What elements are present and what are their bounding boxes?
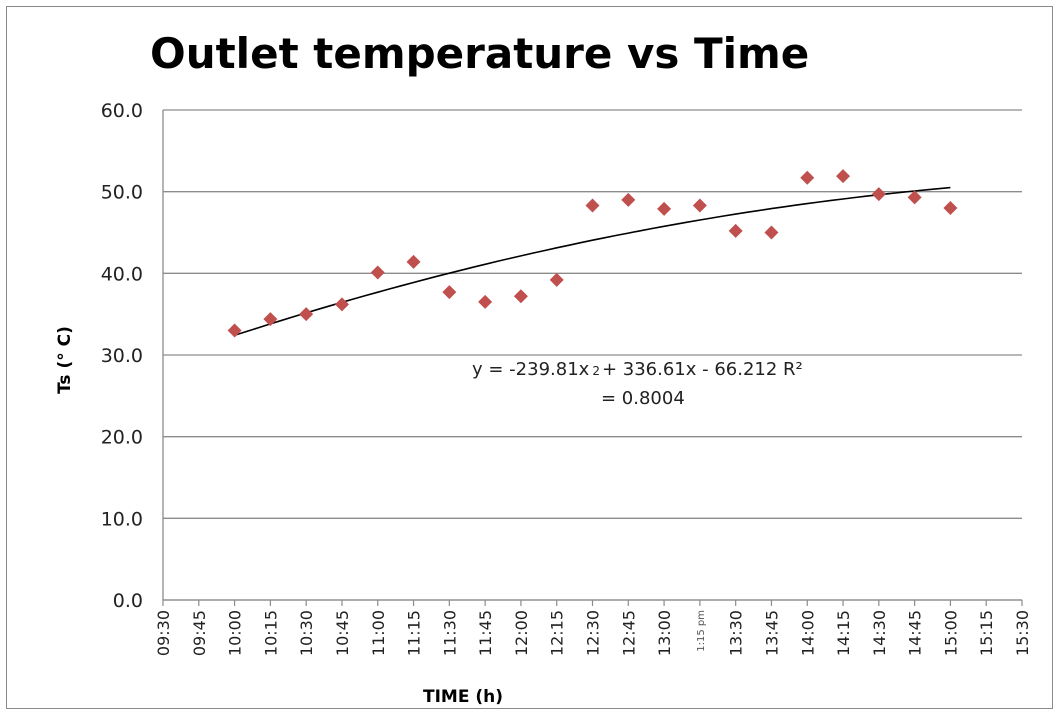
data-point: [907, 190, 922, 205]
x-tick-label: 14:00: [798, 610, 817, 656]
x-tick-label: 14:30: [870, 610, 889, 656]
y-tick-label: 40.0: [101, 263, 143, 285]
trendline-r2: = 0.8004: [601, 388, 685, 409]
data-point: [621, 192, 636, 207]
data-point: [513, 289, 528, 304]
x-tick-label: 13:45: [762, 610, 781, 656]
x-tick-label: 15:30: [1013, 610, 1032, 656]
x-tick-label: 12:00: [512, 610, 531, 656]
y-tick-labels: 0.0 10.0 20.0 30.0 40.0 50.0 60.0: [101, 100, 143, 612]
y-tick-label: 10.0: [101, 508, 143, 530]
equation-part-2: + 336.61x - 66.212 R²: [602, 359, 803, 380]
data-point: [728, 223, 743, 238]
data-point: [585, 198, 600, 213]
x-axis-label: TIME (h): [423, 687, 503, 707]
x-tick-label: 12:45: [619, 610, 638, 656]
data-point: [764, 225, 779, 240]
data-point: [263, 312, 278, 327]
x-tick-label: 12:30: [584, 610, 603, 656]
y-tick-label: 30.0: [101, 345, 143, 367]
x-tick-label: 15:00: [941, 610, 960, 656]
data-point: [334, 297, 349, 312]
x-tick-label: 09:45: [190, 610, 209, 656]
data-point: [692, 198, 707, 213]
x-tick-labels: 09:30 09:45 10:00 10:15 10:30 10:45 11:00 11:15…: [154, 600, 1032, 656]
x-tick-label: 12:15: [548, 610, 567, 656]
x-tick-label: 14:45: [906, 610, 925, 656]
y-axis-label: Ts (° C): [55, 326, 75, 394]
equation-part-1: y = -239.81x: [472, 359, 590, 380]
x-tick-label: 10:30: [297, 610, 316, 656]
data-point: [800, 170, 815, 185]
y-tick-label: 20.0: [101, 427, 143, 449]
y-tick-label: 50.0: [101, 182, 143, 204]
x-tick-label: 15:15: [977, 610, 996, 656]
chart-frame: [6, 6, 1053, 709]
y-tick-label: 60.0: [101, 100, 143, 122]
data-point: [549, 272, 564, 287]
x-tick-label: 10:45: [333, 610, 352, 656]
data-point: [370, 265, 385, 280]
x-tick-label: 11:15: [405, 610, 424, 656]
x-tick-label: 10:15: [261, 610, 280, 656]
x-tick-label: 13:30: [727, 610, 746, 656]
x-tick-label: 09:30: [154, 610, 173, 656]
x-tick-label: 10:00: [226, 610, 245, 656]
data-point: [478, 294, 493, 309]
data-point: [871, 187, 886, 202]
x-tick-label: 14:15: [834, 610, 853, 656]
equation-exponent: 2: [592, 364, 600, 378]
x-tick-label: 11:45: [476, 610, 495, 656]
data-point: [836, 169, 851, 184]
x-tick-label: 11:00: [369, 610, 388, 656]
data-point: [943, 201, 958, 215]
y-tick-label: 0.0: [113, 590, 143, 612]
x-tick-label: 11:30: [440, 610, 459, 656]
data-point: [442, 285, 457, 300]
trendline-equation: y = -239.81x 2 + 336.61x - 66.212 R²: [472, 359, 803, 380]
data-point: [227, 323, 242, 338]
data-point: [657, 201, 672, 216]
x-tick-label: 1:15 pm: [696, 610, 707, 652]
data-point: [406, 254, 421, 269]
grid-lines: [162, 109, 1022, 601]
trendline: [234, 186, 951, 337]
x-tick-label: 13:00: [655, 610, 674, 656]
data-point: [299, 307, 314, 322]
data-points: [227, 169, 958, 338]
chart-title: Outlet temperature vs Time: [150, 29, 809, 78]
